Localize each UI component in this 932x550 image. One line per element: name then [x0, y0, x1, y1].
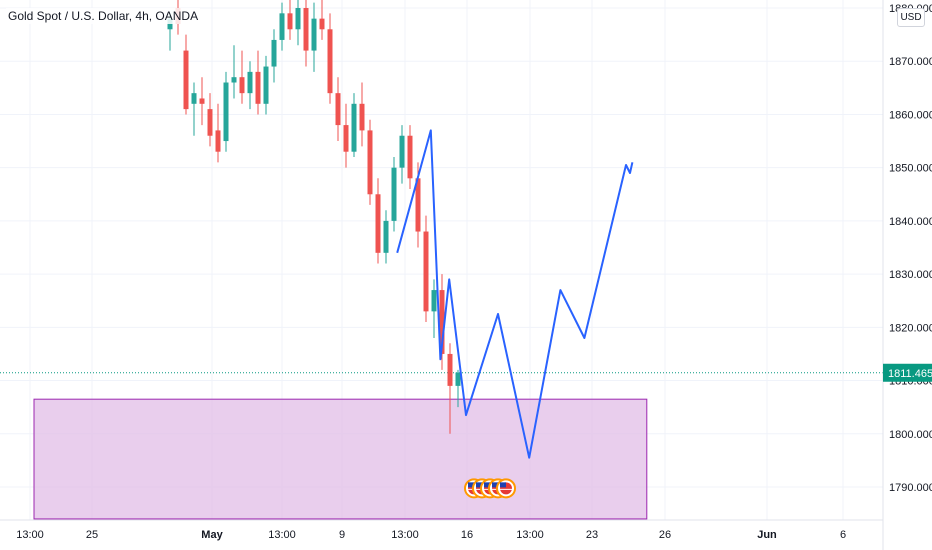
- event-marker-canton: [484, 482, 490, 488]
- candle-body: [407, 135, 413, 179]
- candle-body: [207, 109, 213, 136]
- candle-body: [383, 220, 389, 253]
- time-tick-label: 23: [586, 529, 598, 541]
- candle-body: [343, 125, 349, 152]
- current-price-label: 1811.465: [883, 363, 932, 382]
- time-tick-label: 26: [659, 529, 671, 541]
- candle-body: [327, 29, 333, 94]
- price-tick-label: 1840.000: [889, 216, 932, 228]
- candle-body: [239, 77, 245, 94]
- time-tick-label: 13:00: [268, 529, 296, 541]
- candle-body: [199, 98, 205, 104]
- symbol-title: Gold Spot / U.S. Dollar, 4h, OANDA: [6, 8, 201, 24]
- candle-body: [375, 194, 381, 253]
- current-price-box: [883, 363, 932, 382]
- time-tick-label: 13:00: [391, 529, 419, 541]
- candle-body: [447, 353, 453, 386]
- candle-body: [215, 130, 221, 152]
- projection-line: [396, 129, 634, 459]
- candle-body: [247, 71, 253, 94]
- price-tick-label: 1830.000: [889, 269, 932, 281]
- candle-body: [263, 66, 269, 104]
- candle-body: [223, 82, 229, 142]
- price-tick-label: 1800.000: [889, 429, 932, 441]
- price-tick-label: 1870.000: [889, 56, 932, 68]
- demand-zone: [33, 398, 648, 520]
- currency-button[interactable]: USD: [897, 8, 925, 27]
- event-markers: [464, 478, 516, 499]
- price-axis: 1880.0001870.0001860.0001850.0001840.000…: [882, 0, 932, 550]
- time-tick-label: 16: [461, 529, 473, 541]
- candle-body: [415, 178, 421, 232]
- candle-body: [439, 290, 445, 354]
- candle-body: [431, 290, 437, 312]
- event-marker-icon[interactable]: [496, 478, 516, 499]
- event-marker-canton: [468, 482, 474, 488]
- time-tick-label: May: [201, 529, 223, 541]
- time-tick-label: 13:00: [516, 529, 544, 541]
- time-tick-label: 9: [339, 529, 345, 541]
- projection-path: [396, 129, 634, 459]
- candle-body: [255, 71, 261, 104]
- current-price-text: 1811.465: [888, 368, 932, 380]
- candle-body: [455, 372, 461, 386]
- time-tick-label: 6: [840, 529, 846, 541]
- demand-zone-rect: [33, 398, 648, 520]
- candle-body: [423, 231, 429, 312]
- candle-body: [335, 93, 341, 126]
- price-tick-label: 1790.000: [889, 482, 932, 494]
- candle-body: [399, 135, 405, 168]
- candlestick-series: [167, 0, 461, 434]
- event-marker-canton: [500, 482, 506, 488]
- candle-body: [319, 18, 325, 30]
- candle-body: [367, 130, 373, 195]
- candle-body: [311, 18, 317, 51]
- price-tick-label: 1850.000: [889, 163, 932, 175]
- candle-body: [303, 8, 309, 51]
- candle-body: [295, 8, 301, 30]
- time-axis: 13:00 25 May 13:00 9 13:00 16 13:00 23 26 Jun 6: [0, 519, 883, 541]
- time-tick-label: 13:00: [16, 529, 44, 541]
- candle-body: [191, 93, 197, 104]
- time-tick-label: Jun: [757, 529, 777, 541]
- candle-body: [279, 13, 285, 40]
- candle-body: [359, 103, 365, 131]
- candle-body: [271, 39, 277, 67]
- candle-body: [183, 50, 189, 110]
- price-tick-label: 1820.000: [889, 322, 932, 334]
- candle-body: [231, 77, 237, 83]
- price-tick-label: 1860.000: [889, 109, 932, 121]
- time-tick-label: 25: [86, 529, 98, 541]
- candle-body: [287, 13, 293, 30]
- event-marker-canton: [476, 482, 482, 488]
- candle-body: [351, 103, 357, 152]
- event-marker-canton: [492, 482, 498, 488]
- candle-body: [391, 167, 397, 221]
